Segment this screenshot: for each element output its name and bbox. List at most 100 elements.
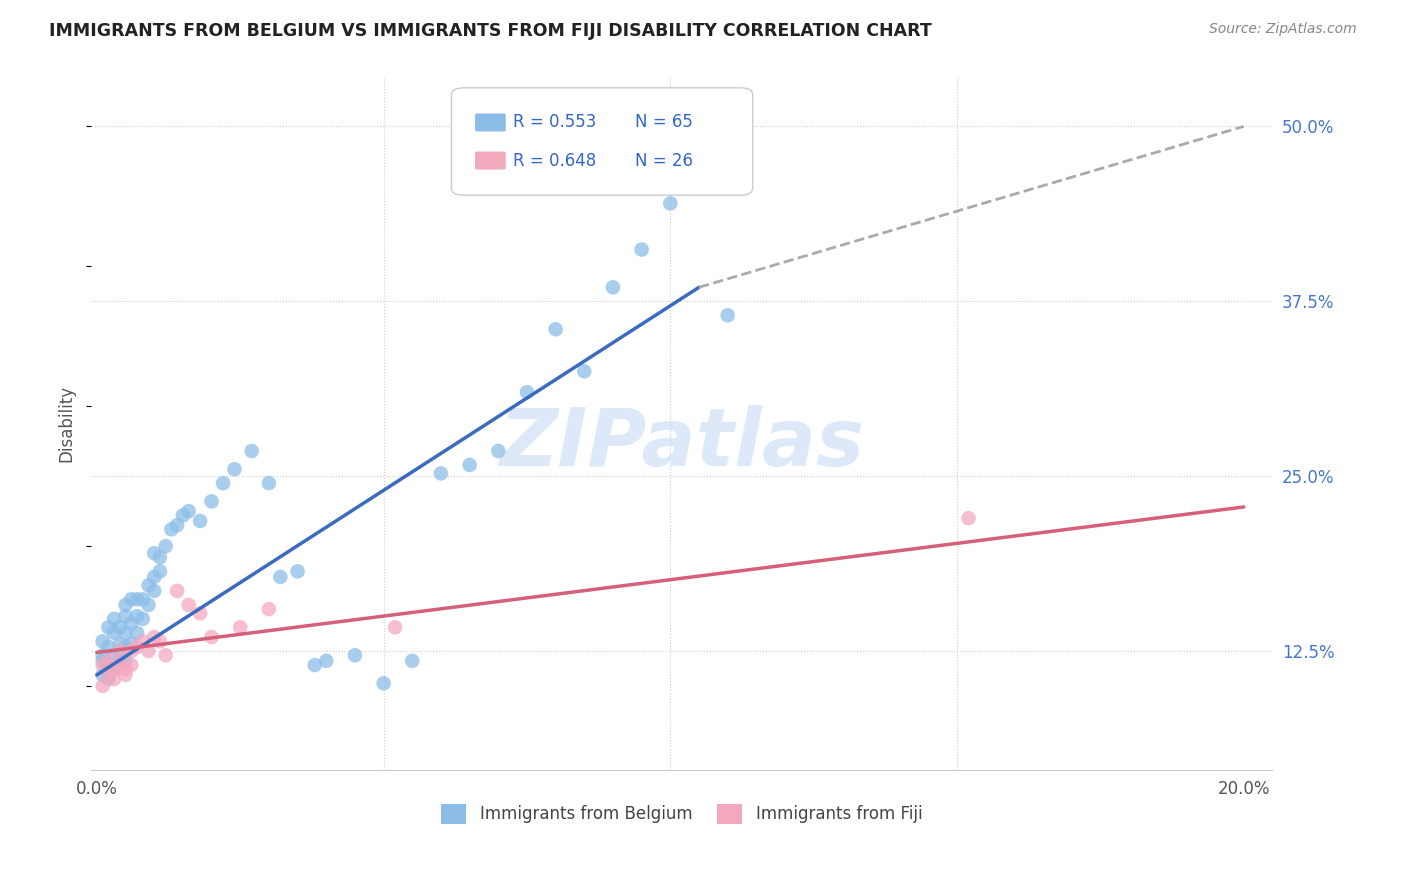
Point <box>114 598 136 612</box>
FancyBboxPatch shape <box>475 113 506 131</box>
Point <box>132 634 155 648</box>
Point <box>91 654 114 668</box>
Point <box>486 444 509 458</box>
Point <box>97 672 120 686</box>
Point <box>188 607 211 621</box>
Point <box>103 662 125 676</box>
Point <box>166 583 188 598</box>
Point <box>143 570 166 584</box>
Point <box>155 539 177 553</box>
FancyBboxPatch shape <box>451 87 752 195</box>
Point <box>240 444 263 458</box>
Text: IMMIGRANTS FROM BELGIUM VS IMMIGRANTS FROM FIJI DISABILITY CORRELATION CHART: IMMIGRANTS FROM BELGIUM VS IMMIGRANTS FR… <box>49 22 932 40</box>
Point <box>602 280 624 294</box>
Point <box>97 654 120 668</box>
Point <box>114 640 136 654</box>
Point <box>287 564 309 578</box>
Point <box>172 508 194 523</box>
Point <box>103 662 125 676</box>
Point <box>659 196 682 211</box>
Point <box>177 598 200 612</box>
Point <box>125 592 148 607</box>
Point <box>138 578 160 592</box>
Text: R = 0.648: R = 0.648 <box>513 152 596 169</box>
Point <box>401 654 423 668</box>
Point <box>114 626 136 640</box>
Point <box>257 476 280 491</box>
Text: Source: ZipAtlas.com: Source: ZipAtlas.com <box>1209 22 1357 37</box>
Point <box>97 658 120 673</box>
Point <box>212 476 235 491</box>
Point <box>108 654 131 668</box>
Point <box>120 658 142 673</box>
Point <box>114 654 136 668</box>
Point <box>108 644 131 658</box>
Point <box>103 626 125 640</box>
Point <box>544 322 567 336</box>
Text: N = 26: N = 26 <box>634 152 693 169</box>
Point <box>103 672 125 686</box>
Point <box>257 602 280 616</box>
Point <box>384 620 406 634</box>
Point <box>224 462 246 476</box>
Point <box>120 616 142 631</box>
Point <box>97 640 120 654</box>
Point <box>143 546 166 560</box>
Point <box>91 648 114 663</box>
Point <box>138 644 160 658</box>
Point <box>166 518 188 533</box>
Point <box>97 662 120 676</box>
Point <box>114 668 136 682</box>
Point <box>91 658 114 673</box>
Y-axis label: Disability: Disability <box>58 385 75 462</box>
Point <box>143 583 166 598</box>
Point <box>114 609 136 624</box>
Point <box>200 630 222 644</box>
Legend: Immigrants from Belgium, Immigrants from Fiji: Immigrants from Belgium, Immigrants from… <box>441 804 922 824</box>
Point <box>430 467 453 481</box>
Point <box>149 564 172 578</box>
Point <box>373 676 395 690</box>
Point <box>200 494 222 508</box>
Point <box>177 504 200 518</box>
Point <box>97 668 120 682</box>
Text: N = 65: N = 65 <box>634 113 692 131</box>
Point <box>188 514 211 528</box>
Text: ZIPatlas: ZIPatlas <box>499 406 865 483</box>
Point <box>91 679 114 693</box>
Point <box>269 570 291 584</box>
Point <box>120 592 142 607</box>
Point <box>149 550 172 565</box>
Point <box>125 609 148 624</box>
Text: R = 0.553: R = 0.553 <box>513 113 596 131</box>
Point <box>120 637 142 651</box>
Point <box>97 620 120 634</box>
Point <box>304 658 326 673</box>
Point <box>229 620 252 634</box>
Point <box>91 668 114 682</box>
Point <box>108 620 131 634</box>
Point <box>103 651 125 665</box>
Point <box>458 458 481 472</box>
Point <box>120 644 142 658</box>
Point <box>155 648 177 663</box>
Point <box>143 630 166 644</box>
Point <box>91 634 114 648</box>
Point <box>315 654 337 668</box>
Point <box>149 634 172 648</box>
Point <box>114 662 136 676</box>
Point <box>108 644 131 658</box>
Point <box>132 592 155 607</box>
Point <box>108 658 131 673</box>
Point <box>717 308 740 322</box>
Point <box>160 522 183 536</box>
Point <box>138 598 160 612</box>
Point <box>103 612 125 626</box>
Point <box>125 626 148 640</box>
Point <box>630 243 652 257</box>
Point <box>108 637 131 651</box>
Point <box>574 364 596 378</box>
Point <box>516 385 538 400</box>
Point <box>957 511 980 525</box>
FancyBboxPatch shape <box>475 152 506 169</box>
